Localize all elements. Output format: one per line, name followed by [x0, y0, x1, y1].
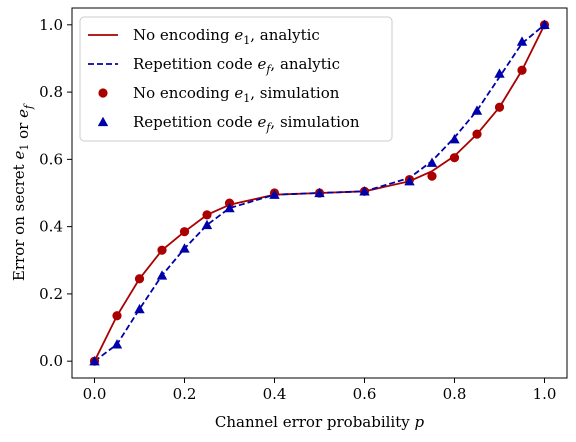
data-point-triangle [111, 339, 123, 349]
legend-box [79, 16, 393, 142]
y-tick-label: 1.0 [39, 16, 63, 34]
legend-label: No encoding e1, analytic [133, 26, 320, 47]
data-point-circle [112, 311, 122, 321]
legend-label: No encoding e1, simulation [133, 84, 340, 105]
data-point-triangle [134, 303, 145, 314]
x-tick-label: 0.8 [443, 385, 467, 403]
x-tick-label: 1.0 [533, 385, 557, 403]
y-axis-label: Error on secret e1 or ef [10, 103, 35, 281]
data-point-triangle [494, 68, 505, 78]
x-tick-label: 0.6 [353, 385, 377, 403]
data-point-triangle [539, 19, 550, 29]
data-point-triangle [471, 105, 483, 115]
data-point-circle [449, 153, 460, 163]
legend-label: Repetition code ef, simulation [133, 113, 360, 134]
x-tick-label: 0.0 [83, 385, 107, 403]
x-axis-label: Channel error probability p [215, 413, 425, 431]
data-point-triangle [404, 176, 415, 186]
data-point-triangle [426, 157, 438, 167]
data-point-triangle [449, 133, 460, 144]
data-point-circle [202, 210, 212, 220]
data-point-triangle [314, 187, 325, 198]
legend-circle-marker [98, 88, 108, 98]
data-point-triangle [269, 189, 280, 199]
data-point-circle [472, 129, 482, 139]
data-point-circle [517, 65, 527, 75]
legend-label: Repetition code ef, analytic [133, 55, 340, 76]
data-point-circle [427, 171, 437, 181]
data-point-triangle [516, 36, 528, 46]
plot-area: 0.0 0.2 0.4 0.6 0.8 1.0 0.0 0.2 0.4 0.6 0.8 1.0 Chan… [10, 7, 568, 431]
y-tick-label: 0.0 [39, 352, 63, 370]
data-point-triangle [224, 202, 235, 213]
data-point-triangle [89, 355, 100, 366]
data-point-circle [179, 227, 190, 237]
data-point-circle [134, 274, 145, 284]
data-point-triangle [179, 243, 190, 253]
data-point-triangle [359, 186, 370, 196]
axes-frame [71, 7, 568, 379]
y-tick-label: 0.8 [39, 83, 63, 101]
data-point-circle [157, 245, 167, 255]
data-point-triangle [156, 270, 168, 280]
y-tick-label: 0.4 [39, 218, 63, 236]
x-tick-label: 0.2 [173, 385, 197, 403]
x-tick-label: 0.4 [263, 385, 287, 403]
data-point-circle [494, 102, 505, 112]
y-tick-label: 0.6 [39, 150, 63, 168]
y-tick-label: 0.2 [39, 285, 63, 303]
data-point-triangle [201, 219, 213, 230]
legend: No encoding e1, analytic Repetition code … [79, 16, 393, 142]
legend-triangle-marker [97, 116, 109, 127]
